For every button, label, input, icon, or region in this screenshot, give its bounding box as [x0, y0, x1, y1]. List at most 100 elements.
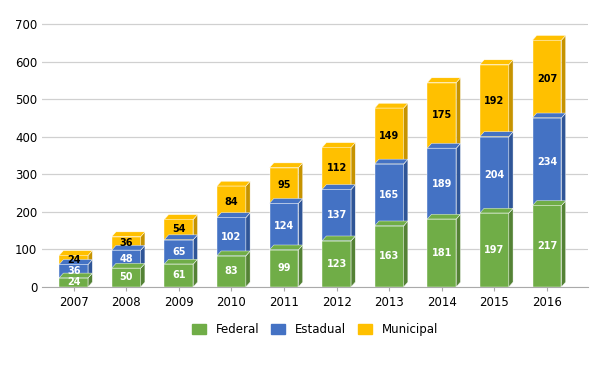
Polygon shape	[165, 264, 194, 287]
Polygon shape	[217, 251, 250, 256]
Text: 149: 149	[379, 131, 399, 141]
Text: 36: 36	[67, 266, 80, 276]
Polygon shape	[112, 282, 145, 287]
Polygon shape	[403, 103, 408, 164]
Polygon shape	[112, 237, 140, 250]
Polygon shape	[298, 163, 303, 203]
Text: 217: 217	[537, 241, 557, 251]
Polygon shape	[88, 260, 92, 278]
Polygon shape	[374, 159, 408, 164]
Polygon shape	[532, 205, 561, 287]
Text: 65: 65	[172, 247, 186, 257]
Polygon shape	[165, 215, 198, 219]
Polygon shape	[456, 78, 461, 148]
Polygon shape	[246, 251, 250, 287]
Polygon shape	[270, 163, 303, 168]
Polygon shape	[59, 264, 88, 278]
Polygon shape	[165, 235, 198, 240]
Polygon shape	[298, 245, 303, 287]
Text: 99: 99	[277, 263, 291, 273]
Polygon shape	[428, 83, 456, 148]
Polygon shape	[351, 185, 355, 241]
Polygon shape	[374, 226, 403, 287]
Polygon shape	[112, 232, 145, 237]
Polygon shape	[59, 260, 92, 264]
Polygon shape	[532, 282, 566, 287]
Text: 102: 102	[221, 232, 242, 242]
Polygon shape	[509, 208, 513, 287]
Text: 24: 24	[67, 277, 80, 287]
Polygon shape	[351, 236, 355, 287]
Polygon shape	[509, 132, 513, 213]
Polygon shape	[480, 282, 513, 287]
Polygon shape	[270, 250, 298, 287]
Text: 197: 197	[484, 245, 505, 255]
Polygon shape	[322, 236, 355, 241]
Text: 95: 95	[277, 180, 291, 190]
Polygon shape	[428, 214, 461, 219]
Text: 175: 175	[432, 110, 452, 120]
Text: 24: 24	[67, 255, 80, 265]
Polygon shape	[509, 60, 513, 137]
Text: 181: 181	[432, 248, 452, 258]
Polygon shape	[322, 282, 355, 287]
Polygon shape	[165, 282, 198, 287]
Polygon shape	[217, 213, 250, 217]
Polygon shape	[322, 189, 351, 241]
Polygon shape	[480, 60, 513, 65]
Polygon shape	[217, 186, 246, 217]
Polygon shape	[561, 113, 566, 205]
Polygon shape	[561, 201, 566, 287]
Text: 50: 50	[119, 272, 133, 283]
Polygon shape	[480, 132, 513, 137]
Text: 163: 163	[379, 251, 399, 261]
Polygon shape	[165, 240, 194, 264]
Polygon shape	[374, 282, 408, 287]
Polygon shape	[532, 35, 566, 40]
Polygon shape	[112, 250, 140, 268]
Polygon shape	[480, 213, 509, 287]
Polygon shape	[140, 245, 145, 268]
Polygon shape	[217, 181, 250, 186]
Polygon shape	[270, 168, 298, 203]
Polygon shape	[88, 251, 92, 264]
Polygon shape	[456, 143, 461, 219]
Text: 123: 123	[326, 259, 347, 269]
Polygon shape	[561, 35, 566, 118]
Polygon shape	[532, 113, 566, 118]
Polygon shape	[428, 219, 456, 287]
Legend: Federal, Estadual, Municipal: Federal, Estadual, Municipal	[188, 318, 443, 341]
Polygon shape	[217, 217, 246, 256]
Polygon shape	[480, 208, 513, 213]
Polygon shape	[322, 143, 355, 147]
Text: 112: 112	[326, 163, 347, 173]
Polygon shape	[532, 201, 566, 205]
Polygon shape	[322, 185, 355, 189]
Text: 207: 207	[537, 74, 557, 84]
Text: 84: 84	[225, 197, 238, 207]
Polygon shape	[374, 103, 408, 108]
Polygon shape	[165, 219, 194, 240]
Polygon shape	[428, 282, 461, 287]
Polygon shape	[59, 273, 92, 278]
Polygon shape	[194, 259, 198, 287]
Polygon shape	[270, 245, 303, 250]
Polygon shape	[298, 199, 303, 250]
Polygon shape	[403, 221, 408, 287]
Text: 234: 234	[537, 157, 557, 167]
Polygon shape	[322, 241, 351, 287]
Polygon shape	[59, 282, 92, 287]
Polygon shape	[112, 245, 145, 250]
Polygon shape	[480, 137, 509, 213]
Text: 192: 192	[484, 96, 505, 106]
Polygon shape	[217, 282, 250, 287]
Polygon shape	[480, 65, 509, 137]
Polygon shape	[246, 181, 250, 217]
Text: 48: 48	[119, 254, 133, 264]
Text: 124: 124	[274, 222, 294, 232]
Polygon shape	[456, 214, 461, 287]
Polygon shape	[165, 259, 198, 264]
Polygon shape	[322, 147, 351, 189]
Polygon shape	[270, 203, 298, 250]
Polygon shape	[217, 256, 246, 287]
